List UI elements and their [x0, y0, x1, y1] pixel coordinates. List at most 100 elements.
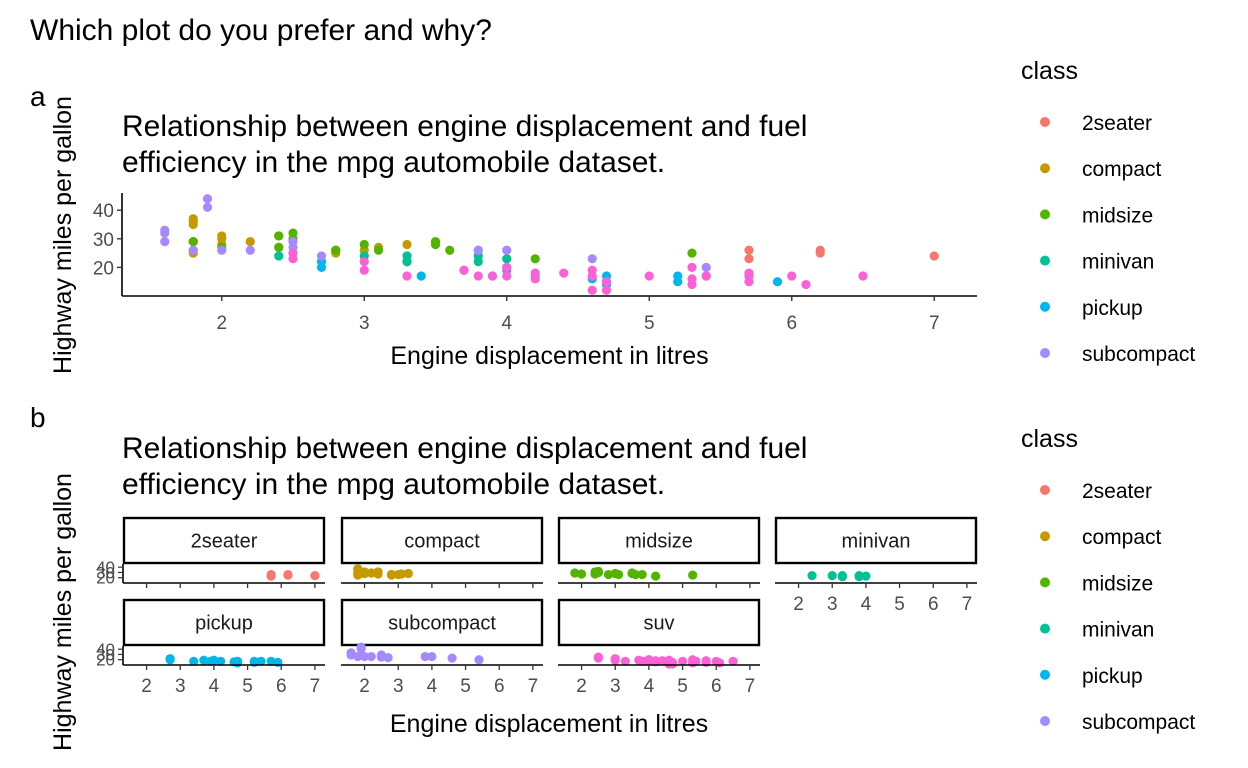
x-tick-label: 6: [276, 676, 287, 697]
legend-key-2seater: [1040, 485, 1050, 495]
x-tick-label: 4: [501, 313, 512, 334]
point-suv: [502, 262, 512, 272]
point-suv: [687, 262, 697, 272]
point-compact: [393, 569, 403, 580]
plot-b-x-axis-title: Engine displacement in litres: [390, 710, 708, 738]
x-tick-label: 4: [427, 676, 438, 697]
point-pickup: [416, 271, 426, 281]
point-suv: [651, 657, 661, 667]
plot-a-y-axis-title: Highway miles per gallon: [49, 96, 77, 374]
point-2seater: [929, 251, 939, 261]
point-minivan: [502, 254, 512, 264]
point-midsize: [359, 239, 369, 250]
legend-key-compact: [1040, 163, 1050, 174]
chart-b: b Relationship between engine displacemen…: [30, 402, 1195, 751]
facet-strip-midsize: [557, 516, 761, 565]
legend-label-minivan: minivan: [1082, 619, 1154, 642]
y-tick-label: 40: [96, 640, 115, 659]
point-subcompact: [366, 651, 376, 662]
y-tick-label: 30: [93, 230, 114, 251]
x-tick-label: 2: [576, 676, 587, 697]
point-suv: [601, 277, 612, 287]
point-subcompact: [376, 652, 386, 662]
point-subcompact: [353, 651, 363, 662]
point-midsize: [637, 569, 647, 580]
point-suv: [677, 656, 688, 666]
point-suv: [473, 271, 483, 281]
facet-strip-label: 2seater: [191, 531, 258, 553]
x-tick-label: 6: [928, 594, 939, 615]
point-subcompact: [217, 245, 227, 255]
plot-tag-a: a: [30, 81, 46, 112]
chart-a: a Relationship between engine displacemen…: [30, 57, 1195, 374]
point-midsize: [274, 242, 284, 252]
legend-title: class: [1021, 57, 1078, 85]
point-subcompact: [188, 245, 198, 255]
x-tick-label: 3: [175, 676, 186, 697]
plot-tag-b: b: [30, 402, 46, 433]
point-subcompact: [587, 254, 597, 264]
x-tick-label: 7: [528, 676, 539, 697]
point-pickup: [772, 277, 783, 287]
point-suv: [459, 265, 469, 275]
x-tick-label: 6: [494, 676, 505, 697]
legend-key-pickup: [1040, 301, 1050, 312]
point-compact: [359, 568, 370, 579]
point-subcompact: [420, 651, 430, 662]
plot-a-title-line: Relationship between engine displacement…: [122, 110, 807, 143]
point-suv: [593, 652, 604, 662]
page-title: Which plot do you prefer and why?: [30, 14, 492, 47]
legend-label-2seater: 2seater: [1082, 112, 1152, 135]
facet-strip-pickup: [122, 598, 326, 647]
point-suv: [359, 257, 369, 267]
point-compact: [386, 570, 397, 580]
y-tick-label: 40: [93, 201, 114, 222]
legend-label-pickup: pickup: [1082, 297, 1143, 320]
y-tick-label: 20: [96, 651, 115, 670]
legend-label-compact: compact: [1082, 526, 1162, 549]
point-midsize: [576, 569, 587, 579]
point-midsize: [688, 570, 698, 580]
x-tick-label: 5: [677, 676, 688, 697]
point-pickup: [256, 656, 266, 666]
facet-strip-subcompact: [340, 598, 544, 647]
point-suv: [801, 279, 811, 290]
x-tick-label: 7: [310, 676, 321, 697]
facet-strip-label: pickup: [195, 613, 253, 635]
legend-label-subcompact: subcompact: [1082, 343, 1195, 366]
point-subcompact: [160, 228, 170, 238]
point-midsize: [430, 239, 441, 250]
facet-strip-label: suv: [643, 613, 674, 635]
facet-strip-2seater: [122, 516, 326, 565]
point-midsize: [687, 248, 697, 258]
point-2seater: [283, 570, 293, 580]
point-suv: [688, 657, 698, 667]
point-pickup: [673, 277, 683, 287]
point-minivan: [837, 571, 847, 581]
point-compact: [188, 214, 198, 224]
x-tick-label: 3: [827, 594, 838, 615]
point-suv: [728, 656, 738, 666]
x-tick-label: 3: [610, 676, 621, 697]
x-tick-label: 6: [711, 676, 722, 697]
legend-label-2seater: 2seater: [1082, 480, 1152, 503]
legend-title: class: [1021, 425, 1078, 453]
legend-key-minivan: [1040, 255, 1050, 266]
point-subcompact: [502, 245, 512, 255]
point-suv: [587, 265, 597, 275]
legend-key-subcompact: [1040, 348, 1050, 358]
point-suv: [359, 265, 369, 275]
point-subcompact: [473, 245, 483, 255]
facet-strip-suv: [557, 598, 761, 647]
plot-b-title-line: Relationship between engine displacement…: [122, 432, 807, 465]
point-subcompact: [202, 202, 213, 212]
point-suv: [587, 285, 597, 295]
point-suv: [502, 271, 512, 281]
point-suv: [530, 274, 540, 284]
point-subcompact: [356, 644, 366, 654]
point-minivan: [861, 571, 871, 581]
point-subcompact: [160, 237, 170, 247]
x-tick-label: 4: [861, 594, 872, 615]
point-suv: [644, 656, 654, 666]
